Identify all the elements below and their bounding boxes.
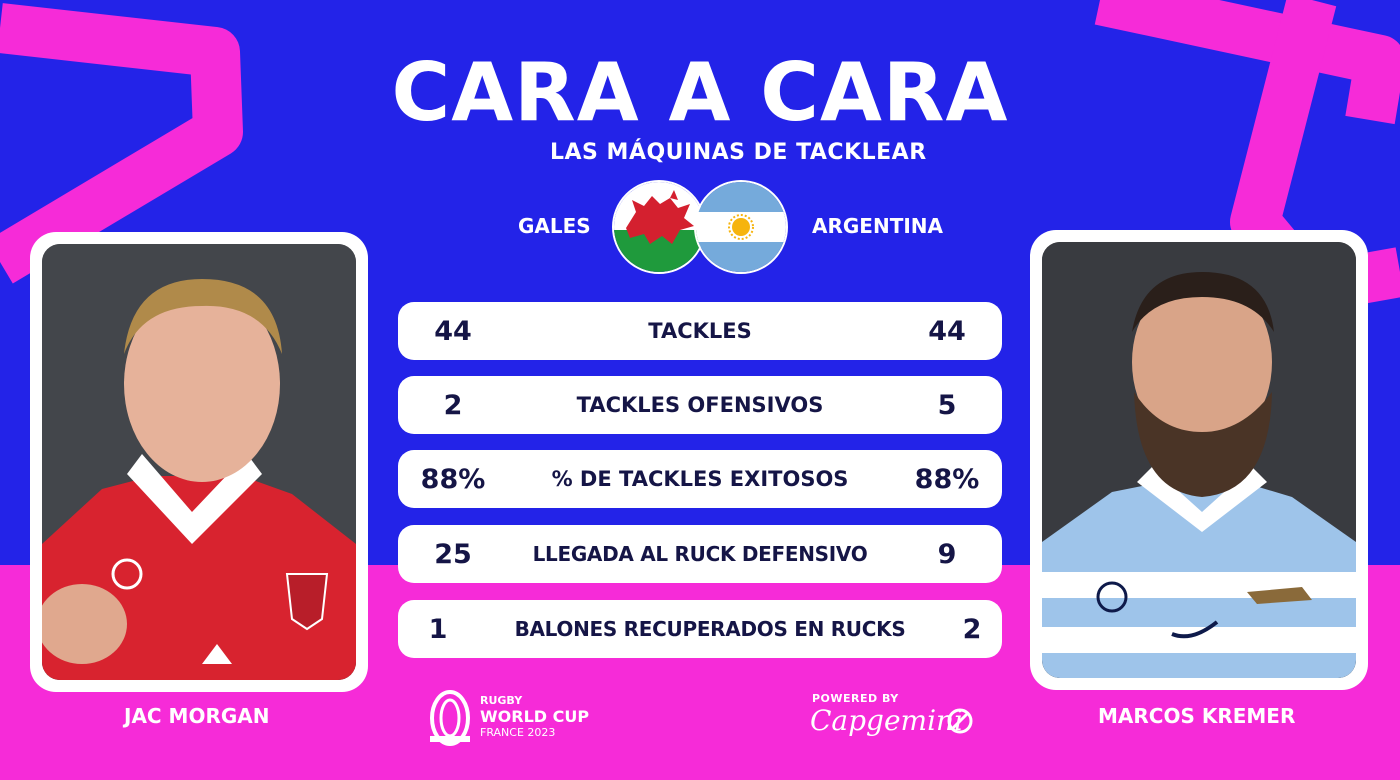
sponsor-wordmark: Capgemini [810, 704, 964, 737]
stat-row-tackles-exitosos: 88% % DE TACKLES EXITOSOS 88% [398, 450, 1002, 508]
stat-left-value: 25 [434, 538, 472, 570]
stat-left-value: 1 [428, 613, 448, 645]
player-name-left: JAC MORGAN [124, 704, 270, 728]
stat-right-value: 44 [928, 315, 966, 347]
rwc-wordmark: RUGBY WORLD CUP FRANCE 2023 [480, 694, 589, 740]
stat-row-tackles-ofensivos: 2 TACKLES OFENSIVOS 5 [398, 376, 1002, 434]
stat-row-llegada-ruck: 25 LLEGADA AL RUCK DEFENSIVO 9 [398, 525, 1002, 583]
player-photo-right [1042, 242, 1356, 678]
stat-left-value: 2 [443, 389, 463, 421]
team-right-name: ARGENTINA [812, 214, 943, 238]
capgemini-spade-icon [947, 708, 973, 734]
stat-label: BALONES RECUPERADOS EN RUCKS [514, 617, 906, 641]
player-photo-left [42, 244, 356, 680]
stat-right-value: 5 [937, 389, 957, 421]
stat-right-value: 2 [962, 613, 982, 645]
stat-right-value: 9 [937, 538, 957, 570]
stat-label: TACKLES OFENSIVOS [576, 393, 824, 417]
team-left-name: GALES [518, 214, 591, 238]
stat-row-tackles: 44 TACKLES 44 [398, 302, 1002, 360]
player-card-left [30, 232, 368, 692]
rwc-logo-icon [430, 690, 470, 746]
stat-label: LLEGADA AL RUCK DEFENSIVO [532, 542, 868, 566]
player-name-right: MARCOS KREMER [1098, 704, 1296, 728]
page-subtitle: LAS MÁQUINAS DE TACKLEAR [550, 140, 927, 165]
stat-right-value: 88% [914, 463, 980, 495]
stat-row-balones-recuperados: 1 BALONES RECUPERADOS EN RUCKS 2 [398, 600, 1002, 658]
player-card-right [1030, 230, 1368, 690]
page-title: CARA A CARA [391, 46, 1009, 139]
stat-label: % DE TACKLES EXITOSOS [551, 467, 849, 491]
rwc-line-1: RUGBY [480, 694, 523, 707]
wales-flag-icon [612, 180, 706, 274]
rwc-line-2: WORLD CUP [480, 707, 590, 726]
stat-left-value: 44 [434, 315, 472, 347]
stat-label: TACKLES [648, 319, 752, 343]
powered-by-label: POWERED BY [812, 692, 899, 705]
argentina-flag-icon [694, 180, 788, 274]
rwc-line-3: FRANCE 2023 [480, 726, 556, 739]
stat-left-value: 88% [420, 463, 486, 495]
